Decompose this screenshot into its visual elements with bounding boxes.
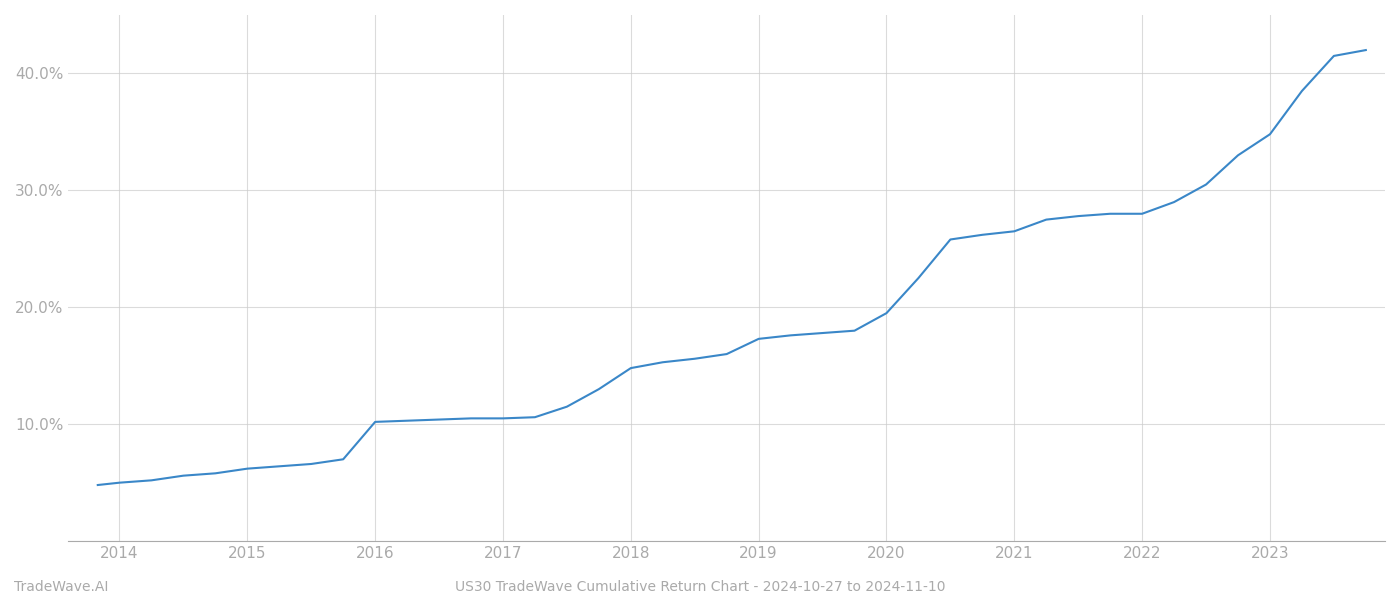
- Text: TradeWave.AI: TradeWave.AI: [14, 580, 108, 594]
- Text: US30 TradeWave Cumulative Return Chart - 2024-10-27 to 2024-11-10: US30 TradeWave Cumulative Return Chart -…: [455, 580, 945, 594]
